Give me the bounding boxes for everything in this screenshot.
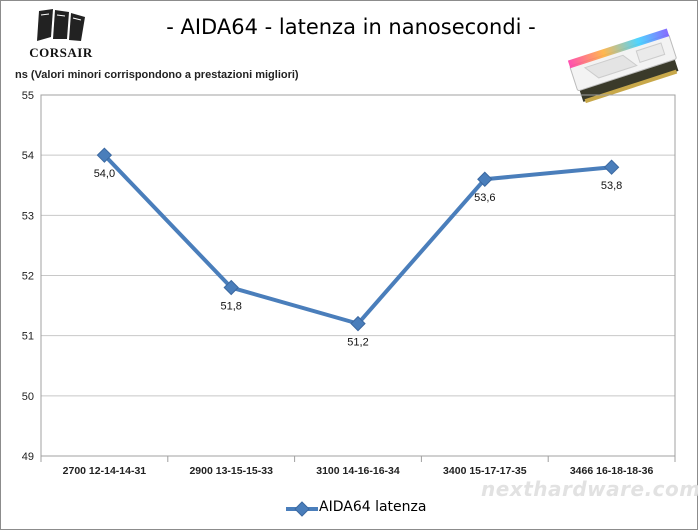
data-label: 54,0 [94,168,115,180]
x-tick-label: 2700 12-14-14-31 [63,465,147,477]
series-line [102,153,612,326]
x-tick-label: 3100 14-16-16-34 [316,465,400,477]
plot-area-border [40,94,676,457]
y-tick-label: 54 [22,150,34,162]
brand-name: CORSAIR [29,45,93,60]
legend-line-icon [286,501,318,517]
y-axis-label: ns (Valori minori corrispondono a presta… [15,69,299,81]
y-tick-label: 52 [22,271,34,283]
corsair-logo: CORSAIR [23,7,99,67]
legend-series-label: AIDA64 latenza [319,499,427,515]
data-point-marker [223,279,239,296]
data-point-marker [603,159,620,175]
data-point-marker [477,171,493,187]
y-tick-label: 49 [22,451,34,463]
data-point-marker [96,147,113,163]
data-label: 53,8 [601,180,622,192]
x-tick-label: 2900 13-15-15-33 [189,465,273,477]
watermark: nexthardware.com [481,477,698,501]
x-tick-label: 3400 15-17-17-35 [443,465,527,477]
y-tick-label: 55 [22,90,34,102]
y-tick-label: 53 [22,210,34,222]
legend: AIDA64 latenza [285,499,465,519]
data-label: 51,2 [347,337,368,349]
x-tick-label: 3466 16-18-18-36 [570,465,654,477]
chart-title: - AIDA64 - latenza in nanosecondi - [166,15,536,39]
corsair-sails-icon [37,9,85,41]
y-tick-label: 50 [22,391,34,403]
y-tick-label: 51 [22,331,34,343]
data-point-marker [350,315,366,332]
data-label: 53,6 [474,192,495,204]
data-label: 51,8 [220,301,241,313]
